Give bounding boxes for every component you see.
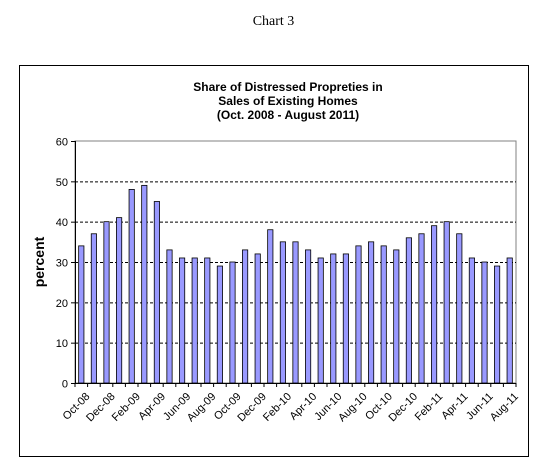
bar-mar-09 <box>141 184 148 384</box>
bar-dec-09 <box>254 253 261 384</box>
bar-jan-11 <box>418 233 425 384</box>
chart-title-line-1: Share of Distressed Propreties in <box>193 80 382 94</box>
bar-mar-11 <box>443 221 450 384</box>
bar-jul-11 <box>494 265 501 384</box>
y-tick-label: 30 <box>56 258 68 270</box>
y-tick-label: 50 <box>56 177 68 189</box>
bar-jan-09 <box>116 217 123 384</box>
bar-chart: Share of Distressed Propreties in Sales … <box>31 80 521 425</box>
x-tick-label: Apr-11 <box>439 391 470 422</box>
bar-dec-10 <box>405 237 412 384</box>
bar-apr-11 <box>456 233 463 384</box>
bar-feb-10 <box>279 241 286 384</box>
bar-aug-11 <box>506 257 513 384</box>
bar-jan-10 <box>267 229 274 384</box>
plot-area: 0102030405060Oct-08Dec-08Feb-09Apr-09Jun… <box>56 137 521 425</box>
bar-jun-11 <box>481 261 488 384</box>
y-tick-label: 20 <box>56 298 68 310</box>
bar-nov-10 <box>393 249 400 384</box>
bar-may-09 <box>166 249 173 384</box>
bar-jun-09 <box>179 257 186 384</box>
chart-frame: Share of Distressed Propreties in Sales … <box>19 65 529 457</box>
bar-oct-08 <box>78 245 85 384</box>
bar-feb-11 <box>431 225 438 384</box>
x-tick-label: Dec-10 <box>387 391 421 425</box>
bar-mar-10 <box>292 241 299 384</box>
y-tick-label: 60 <box>56 137 68 149</box>
bar-apr-09 <box>153 201 160 384</box>
bar-may-11 <box>468 257 475 384</box>
chart-title-line-3: (Oct. 2008 - August 2011) <box>217 108 359 122</box>
bar-dec-08 <box>103 221 110 384</box>
bar-jul-09 <box>191 257 198 384</box>
x-tick-label: Aug-11 <box>488 391 521 424</box>
bar-nov-08 <box>90 233 97 384</box>
bar-sep-10 <box>368 241 375 384</box>
bar-aug-09 <box>204 257 211 384</box>
bar-apr-10 <box>305 249 312 384</box>
bar-nov-09 <box>242 249 249 384</box>
x-tick-label: Feb-11 <box>413 391 446 424</box>
x-tick-label: Feb-10 <box>261 391 294 424</box>
y-tick-label: 10 <box>56 338 68 350</box>
chart-caption: Chart 3 <box>252 14 295 29</box>
bar-may-10 <box>317 257 324 384</box>
bar-aug-10 <box>355 245 362 384</box>
bar-feb-09 <box>128 189 135 384</box>
y-tick-label: 40 <box>56 217 68 229</box>
y-tick-label: 0 <box>62 379 68 391</box>
x-tick-label: Aug-10 <box>336 391 370 425</box>
chart-title-line-2: Sales of Existing Homes <box>218 94 358 108</box>
y-axis-title: percent <box>31 236 47 287</box>
bar-oct-09 <box>229 261 236 384</box>
bar-oct-10 <box>380 245 387 384</box>
bar-jul-10 <box>342 253 349 384</box>
bar-jun-10 <box>330 253 337 384</box>
x-tick-label: Aug-09 <box>185 391 219 425</box>
bar-sep-09 <box>216 265 223 384</box>
x-tick-label: Feb-09 <box>110 391 143 424</box>
